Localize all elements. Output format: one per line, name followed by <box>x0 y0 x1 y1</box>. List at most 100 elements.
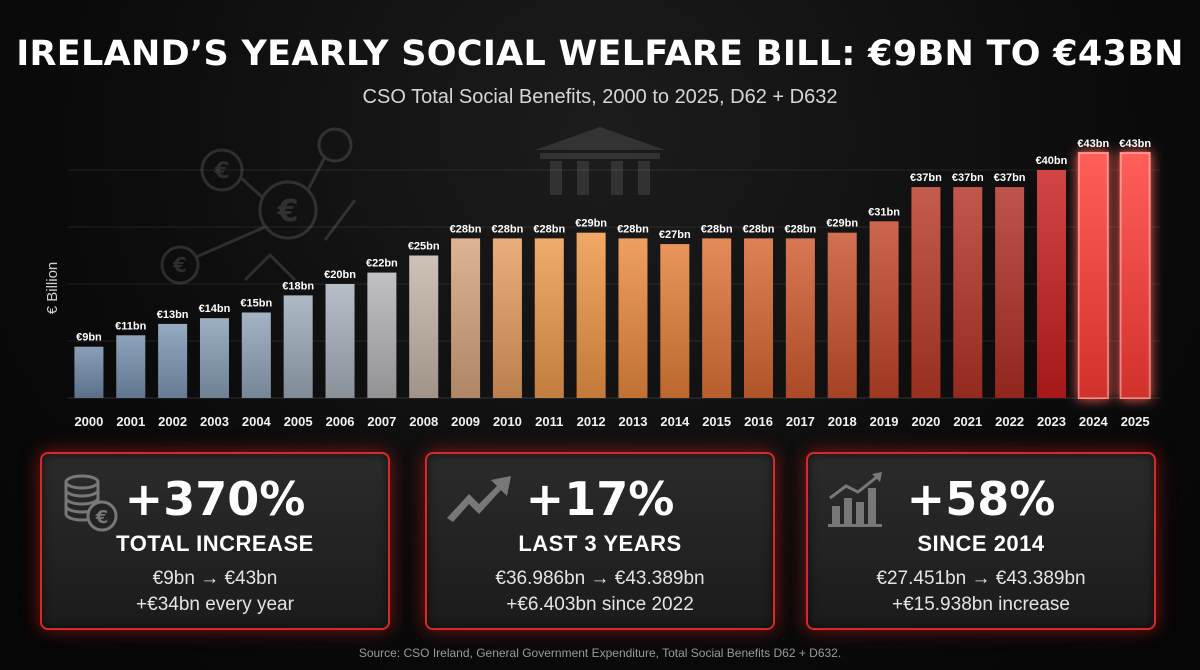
bar-shade-2017 <box>785 238 815 398</box>
data-label-2021: €37bn <box>952 172 984 184</box>
bar-shade-2025 <box>1120 152 1150 398</box>
card-label: LAST 3 YEARS <box>518 531 682 556</box>
data-labels: €9bn €11bn €13bn €14bn €15bn €18bn €20bn €22bn €… <box>76 138 1151 344</box>
data-label-2006: €20bn <box>324 269 356 281</box>
euro-network-icon: € € € <box>160 127 357 285</box>
card-label: TOTAL INCREASE <box>116 531 314 556</box>
bar-shade-2013 <box>618 238 648 398</box>
x-tick-2019: 2019 <box>870 414 899 429</box>
x-tick-2001: 2001 <box>116 414 145 429</box>
x-tick-2015: 2015 <box>702 414 731 429</box>
trend-arrow-icon <box>447 476 511 522</box>
x-tick-2023: 2023 <box>1037 414 1066 429</box>
card-since-2014: +58% SINCE 2014 €27.451bn → €43.389bn +€… <box>806 452 1156 630</box>
card-value: +58% <box>906 472 1056 526</box>
bar-shade-2022 <box>995 187 1025 398</box>
x-tick-2005: 2005 <box>284 414 313 429</box>
x-tick-labels: 2000 2001 2002 2003 2004 2005 2006 2007 2008 2009… <box>74 414 1149 429</box>
x-tick-2006: 2006 <box>326 414 355 429</box>
x-tick-2025: 2025 <box>1121 414 1150 429</box>
x-tick-2007: 2007 <box>367 414 396 429</box>
bar-shade-2003 <box>199 318 229 398</box>
svg-text:€: € <box>277 194 299 229</box>
x-tick-2014: 2014 <box>660 414 690 429</box>
svg-text:€: € <box>213 159 229 184</box>
bank-icon <box>535 127 665 195</box>
bar-chart: €9bn €11bn €13bn €14bn €15bn €18bn €20bn €22bn €… <box>44 138 1151 429</box>
bar-shade-2020 <box>911 187 941 398</box>
data-label-2015: €28bn <box>701 223 733 235</box>
bar-shade-2007 <box>367 272 397 398</box>
bar-shade-2021 <box>953 187 983 398</box>
x-tick-2022: 2022 <box>995 414 1024 429</box>
x-tick-2012: 2012 <box>577 414 606 429</box>
data-label-2007: €22bn <box>366 258 398 270</box>
bar-shade-2009 <box>451 238 481 398</box>
bar-shade-2000 <box>74 346 104 398</box>
x-tick-2004: 2004 <box>242 414 272 429</box>
x-tick-2016: 2016 <box>744 414 773 429</box>
bar-shade-2015 <box>702 238 732 398</box>
card-detail: €9bn → €43bn <box>152 568 278 589</box>
bar-shade-2024 <box>1078 152 1108 398</box>
summary-cards: € +370% TOTAL INCREASE €9bn → €43bn +€34… <box>40 452 1160 632</box>
x-tick-2013: 2013 <box>619 414 648 429</box>
data-label-2012: €29bn <box>575 218 607 230</box>
x-tick-2009: 2009 <box>451 414 480 429</box>
data-label-2018: €29bn <box>826 218 858 230</box>
y-axis-label: € Billion <box>44 262 61 315</box>
x-tick-2017: 2017 <box>786 414 815 429</box>
bar-shade-2006 <box>325 284 355 398</box>
data-label-2003: €14bn <box>199 303 231 315</box>
x-tick-2008: 2008 <box>409 414 438 429</box>
svg-text:€: € <box>95 507 109 528</box>
x-tick-2000: 2000 <box>74 414 103 429</box>
bar-shade-2004 <box>241 312 271 398</box>
bar-shade-2010 <box>492 238 522 398</box>
data-label-2025: €43bn <box>1119 138 1151 150</box>
bar-shade-2019 <box>869 221 899 398</box>
svg-text:€: € <box>172 253 187 277</box>
x-tick-2002: 2002 <box>158 414 187 429</box>
card-detail-secondary: +€34bn every year <box>136 594 294 615</box>
bar-shade-2008 <box>409 255 439 398</box>
card-total-increase: € +370% TOTAL INCREASE €9bn → €43bn +€34… <box>40 452 390 630</box>
data-label-2019: €31bn <box>868 206 900 218</box>
card-value: +370% <box>124 472 306 526</box>
data-label-2001: €11bn <box>115 320 146 332</box>
chart-subtitle: CSO Total Social Benefits, 2000 to 2025,… <box>362 86 838 108</box>
data-label-2016: €28bn <box>743 223 775 235</box>
card-detail: €27.451bn → €43.389bn <box>876 568 1086 589</box>
data-label-2024: €43bn <box>1077 138 1109 150</box>
data-label-2013: €28bn <box>617 223 649 235</box>
data-label-2008: €25bn <box>408 241 440 253</box>
x-tick-2003: 2003 <box>200 414 229 429</box>
bar-shade-2005 <box>283 295 313 398</box>
card-last-3-years: +17% LAST 3 YEARS €36.986bn → €43.389bn … <box>425 452 775 630</box>
x-tick-2024: 2024 <box>1079 414 1109 429</box>
x-tick-2010: 2010 <box>493 414 522 429</box>
bar-shade-2023 <box>1036 170 1066 398</box>
data-label-2009: €28bn <box>450 223 482 235</box>
x-tick-2021: 2021 <box>953 414 982 429</box>
bar-shade-2011 <box>534 238 564 398</box>
bar-shade-2001 <box>116 335 146 398</box>
data-label-2002: €13bn <box>157 309 189 321</box>
card-label: SINCE 2014 <box>917 531 1045 556</box>
data-label-2011: €28bn <box>533 223 565 235</box>
data-label-2017: €28bn <box>784 223 816 235</box>
card-detail: €36.986bn → €43.389bn <box>495 568 705 589</box>
bar-shade-2012 <box>576 232 606 398</box>
bar-growth-icon <box>828 472 882 527</box>
data-label-2010: €28bn <box>492 223 524 235</box>
bars <box>74 151 1151 399</box>
card-detail-secondary: +€6.403bn since 2022 <box>506 594 694 615</box>
source-note: Source: CSO Ireland, General Government … <box>358 646 842 660</box>
data-label-2005: €18bn <box>282 280 314 292</box>
data-label-2014: €27bn <box>659 229 691 241</box>
card-value: +17% <box>525 472 675 526</box>
bar-shade-2014 <box>660 244 690 398</box>
data-label-2020: €37bn <box>910 172 942 184</box>
bar-shade-2002 <box>158 323 188 398</box>
x-tick-2011: 2011 <box>535 414 563 429</box>
